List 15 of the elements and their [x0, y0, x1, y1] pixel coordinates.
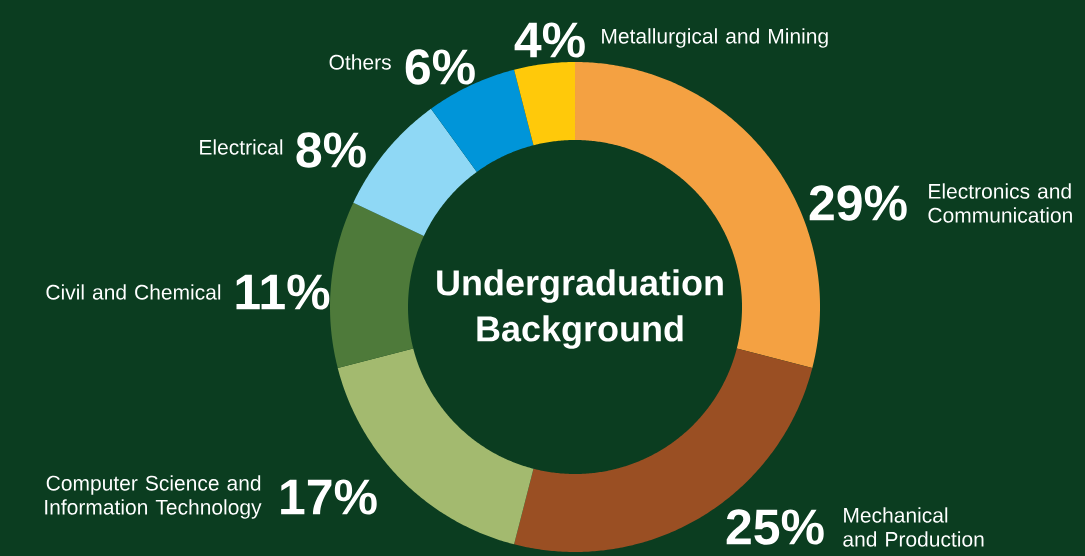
text: Undergraduation Background	[437, 269, 723, 349]
data-label: 8%	[296, 132, 366, 168]
data-label: 25%	[726, 509, 824, 545]
data-label: 11%	[236, 274, 330, 310]
slice-label: Computer Science and Information Technology	[45, 475, 262, 519]
data-label: 4%	[514, 22, 585, 58]
slice-label: Electronics and Communication	[928, 183, 1072, 223]
slice-label: Metallurgical and Mining	[602, 28, 828, 48]
slice-label: Others	[329, 54, 391, 70]
data-label: 29%	[809, 185, 907, 221]
slice-label: Civil and Chemical	[46, 284, 221, 300]
data-label: 6%	[405, 49, 475, 85]
data-label: 17%	[281, 479, 377, 515]
slice-label: Electrical	[200, 139, 283, 155]
slice-label: Mechanical and Production	[843, 507, 984, 547]
